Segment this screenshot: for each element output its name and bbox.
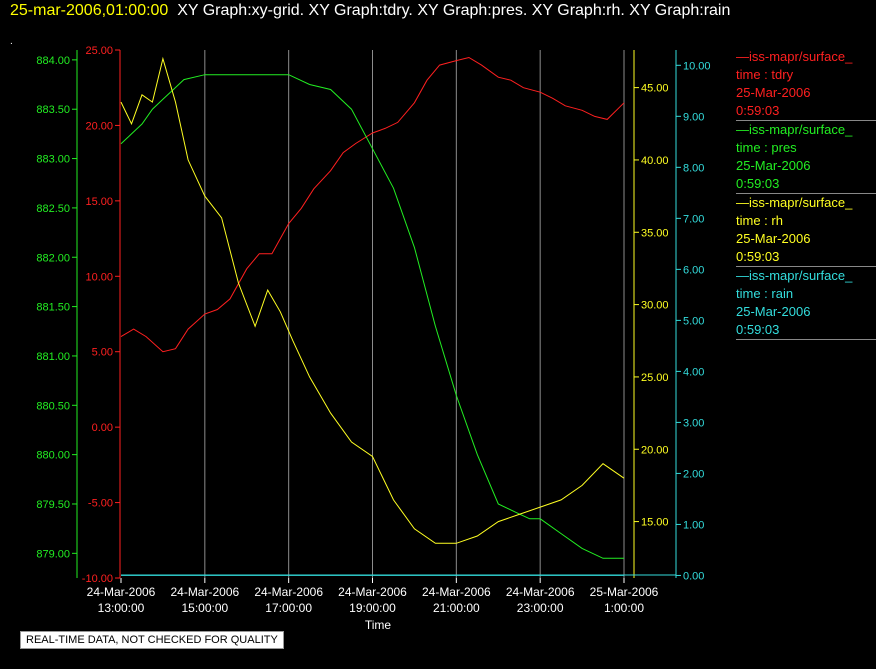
pres-tick-label: 881.50 (36, 302, 70, 314)
legend-time: 0:59:03 (736, 322, 780, 337)
legend-variable: time : rh (736, 213, 783, 228)
rain-tick-label: 0.00 (683, 570, 704, 582)
legend-time: 0:59:03 (736, 176, 780, 191)
legend-entry-tdry: —iss-mapr/surface_ time : tdry 25-Mar-20… (736, 48, 876, 121)
pres-tick-label: 884.00 (36, 55, 70, 67)
legend-entry-rain: —iss-mapr/surface_ time : rain 25-Mar-20… (736, 267, 876, 340)
rh-tick-label: 20.00 (641, 444, 669, 456)
legend-source: —iss-mapr/surface_ (736, 195, 853, 210)
tdry-tick-label: 0.00 (92, 422, 113, 434)
legend-time: 0:59:03 (736, 249, 780, 264)
tdry-tick-label: -10.00 (82, 573, 113, 585)
x-tick-date-label: 24-Mar-2006 (422, 585, 491, 599)
pres-tick-label: 882.00 (36, 252, 70, 264)
rh-tick-label: 40.00 (641, 155, 669, 167)
legend-variable: time : tdry (736, 67, 794, 82)
pres-tick-label: 881.00 (36, 351, 70, 363)
pres-tick-label: 883.50 (36, 104, 70, 116)
rh-tick-label: 15.00 (641, 517, 669, 529)
tdry-tick-label: 15.00 (85, 196, 113, 208)
rain-tick-label: 6.00 (683, 264, 704, 276)
legend-date: 25-Mar-2006 (736, 304, 811, 319)
header-dot: . (10, 36, 13, 47)
legend-entry-rh: —iss-mapr/surface_ time : rh 25-Mar-2006… (736, 194, 876, 267)
legend-variable: time : rain (736, 286, 794, 301)
rain-tick-label: 10.00 (683, 60, 711, 72)
rh-series-line (120, 56, 625, 544)
x-tick-date-label: 24-Mar-2006 (87, 585, 156, 599)
x-tick-time-label: 17:00:00 (265, 601, 312, 615)
legend-time: 0:59:03 (736, 103, 780, 118)
tdry-tick-label: 20.00 (85, 120, 113, 132)
rain-tick-label: 2.00 (683, 468, 704, 480)
x-tick-time-label: 23:00:00 (517, 601, 564, 615)
rain-tick-label: 1.00 (683, 519, 704, 531)
tdry-tick-label: 5.00 (92, 347, 113, 359)
rain-tick-label: 3.00 (683, 417, 704, 429)
rh-tick-label: 45.00 (641, 83, 669, 95)
legend-variable: time : pres (736, 140, 797, 155)
x-tick-date-label: 24-Mar-2006 (338, 585, 407, 599)
rain-tick-label: 9.00 (683, 111, 704, 123)
rh-tick-label: 25.00 (641, 372, 669, 384)
x-axis-label: Time (365, 618, 392, 632)
x-tick-date-label: 24-Mar-2006 (170, 585, 239, 599)
quality-disclaimer: REAL-TIME DATA, NOT CHECKED FOR QUALITY (20, 631, 284, 649)
pres-tick-label: 879.50 (36, 499, 70, 511)
header-timestamp: 25-mar-2006,01:00:00 (10, 2, 169, 19)
rh-tick-label: 30.00 (641, 300, 669, 312)
legend-date: 25-Mar-2006 (736, 158, 811, 173)
legend-date: 25-Mar-2006 (736, 231, 811, 246)
x-tick-date-label: 24-Mar-2006 (506, 585, 575, 599)
tdry-series-line (120, 56, 625, 353)
pres-tick-label: 879.00 (36, 548, 70, 560)
x-tick-time-label: 15:00:00 (181, 601, 228, 615)
legend-date: 25-Mar-2006 (736, 85, 811, 100)
legend-entry-pres: —iss-mapr/surface_ time : pres 25-Mar-20… (736, 121, 876, 194)
header: 25-mar-2006,01:00:00 XY Graph:xy-grid. X… (10, 2, 730, 20)
pres-tick-label: 880.50 (36, 400, 70, 412)
x-tick-date-label: 25-Mar-2006 (590, 585, 659, 599)
tdry-tick-label: 25.00 (85, 45, 113, 57)
rain-tick-label: 4.00 (683, 366, 704, 378)
tdry-tick-label: -5.00 (88, 498, 113, 510)
x-tick-time-label: 1:00:00 (604, 601, 644, 615)
header-graph-list: XY Graph:xy-grid. XY Graph:tdry. XY Grap… (177, 2, 731, 19)
pres-tick-label: 880.00 (36, 450, 70, 462)
tdry-tick-label: 10.00 (85, 271, 113, 283)
x-tick-time-label: 21:00:00 (433, 601, 480, 615)
x-tick-date-label: 24-Mar-2006 (254, 585, 323, 599)
rain-tick-label: 8.00 (683, 162, 704, 174)
legend-source: —iss-mapr/surface_ (736, 49, 853, 64)
rain-tick-label: 5.00 (683, 315, 704, 327)
pres-tick-label: 882.50 (36, 203, 70, 215)
pres-tick-label: 883.00 (36, 154, 70, 166)
pres-series-line (120, 74, 624, 559)
legend-source: —iss-mapr/surface_ (736, 122, 853, 137)
rain-tick-label: 7.00 (683, 213, 704, 225)
rh-tick-label: 35.00 (641, 227, 669, 239)
legend: —iss-mapr/surface_ time : tdry 25-Mar-20… (736, 48, 876, 340)
legend-source: —iss-mapr/surface_ (736, 268, 853, 283)
x-tick-time-label: 19:00:00 (349, 601, 396, 615)
x-tick-time-label: 13:00:00 (98, 601, 145, 615)
